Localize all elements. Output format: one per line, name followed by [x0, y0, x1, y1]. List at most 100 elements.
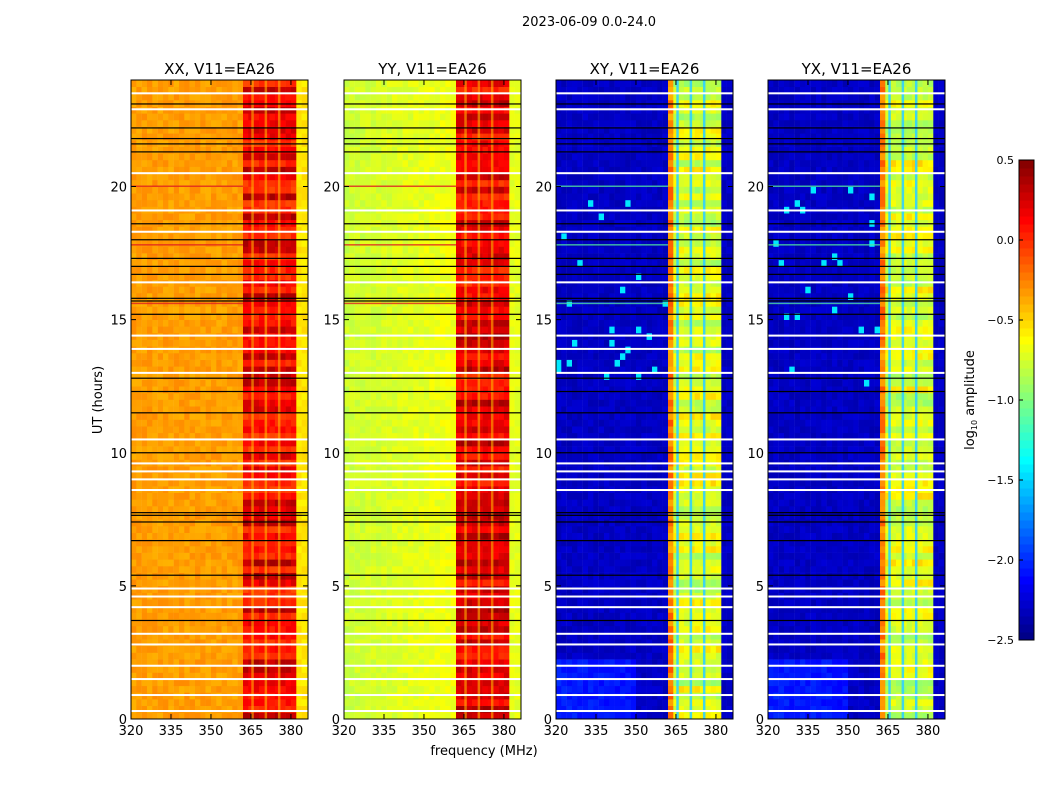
- heatmap-cell: [440, 612, 446, 620]
- heatmap-cell: [280, 685, 286, 693]
- heatmap-cell: [211, 146, 217, 154]
- heatmap-cell: [232, 86, 238, 94]
- heatmap-cell: [243, 339, 249, 347]
- heatmap-cell: [200, 532, 206, 540]
- heatmap-cell: [157, 159, 164, 167]
- heatmap-cell: [189, 565, 196, 573]
- heatmap-cell: [232, 193, 238, 201]
- heatmap-cell: [301, 386, 308, 394]
- heatmap-cell: [221, 632, 228, 640]
- heatmap-cell: [440, 712, 446, 720]
- heatmap-cell: [237, 233, 244, 241]
- heatmap-cell: [211, 233, 217, 241]
- heatmap-cell: [386, 452, 393, 460]
- heatmap-cell: [493, 605, 499, 613]
- heatmap-cell: [168, 153, 174, 161]
- heatmap-cell: [232, 419, 238, 427]
- heatmap-cell: [216, 526, 222, 533]
- heatmap-cell: [163, 239, 169, 247]
- heatmap-cell: [179, 412, 185, 420]
- heatmap-cell: [152, 579, 158, 587]
- heatmap-cell: [456, 579, 462, 587]
- heatmap-cell: [349, 559, 355, 567]
- heatmap-cell: [360, 612, 366, 620]
- heatmap-cell: [509, 705, 515, 713]
- heatmap-cell: [184, 572, 190, 580]
- heatmap-cell: [157, 246, 164, 254]
- heatmap-cell: [189, 273, 196, 280]
- heatmap-cell: [493, 452, 499, 460]
- heatmap-cell: [503, 432, 510, 440]
- heatmap-cell: [163, 579, 169, 587]
- heatmap-cell: [189, 233, 196, 241]
- heatmap-cell: [349, 412, 355, 420]
- heatmap-cell: [243, 179, 249, 187]
- heatmap-cell: [216, 159, 222, 167]
- flagged-row-line: [131, 230, 308, 233]
- heatmap-cell: [243, 652, 249, 660]
- heatmap-cell: [450, 472, 457, 480]
- heatmap-cell: [232, 173, 238, 181]
- heatmap-cell: [168, 672, 174, 680]
- heatmap-cell: [408, 419, 414, 427]
- heatmap-cell: [408, 639, 414, 647]
- heatmap-cell: [237, 412, 244, 420]
- heatmap-cell: [274, 286, 281, 294]
- heatmap-cell: [147, 266, 153, 274]
- heatmap-cell: [232, 439, 238, 447]
- heatmap-cell: [370, 499, 377, 507]
- heatmap-cell: [205, 193, 212, 201]
- heatmap-cell: [386, 472, 393, 480]
- heatmap-cell: [179, 432, 185, 440]
- heatmap-cell: [285, 426, 292, 434]
- heatmap-cell: [434, 432, 441, 440]
- heatmap-cell: [221, 273, 228, 280]
- heatmap-cell: [259, 572, 265, 580]
- heatmap-cell: [189, 446, 196, 454]
- heatmap-cell: [503, 466, 510, 474]
- heatmap-cell: [408, 545, 414, 553]
- heatmap-cell: [450, 685, 457, 693]
- heatmap-cell: [131, 639, 137, 647]
- heatmap-cell: [429, 565, 435, 573]
- heatmap-cell: [386, 599, 393, 607]
- heatmap-cell: [344, 652, 350, 660]
- heatmap-cell: [360, 572, 366, 580]
- heatmap-cell: [157, 359, 164, 367]
- heatmap-cell: [211, 239, 217, 247]
- heatmap-cell: [232, 665, 238, 673]
- heatmap-cell: [418, 639, 425, 647]
- heatmap-cell: [381, 565, 387, 573]
- heatmap-cell: [211, 479, 217, 487]
- heatmap-cell: [301, 466, 308, 474]
- heatmap-cell: [227, 699, 233, 706]
- heatmap-cell: [147, 113, 153, 121]
- heatmap-cell: [269, 246, 276, 254]
- heatmap-cell: [184, 386, 190, 394]
- heatmap-cell: [503, 446, 510, 454]
- flagged-row-line: [131, 239, 308, 241]
- heatmap-cell: [285, 93, 292, 101]
- heatmap-cell: [227, 93, 233, 101]
- heatmap-cell: [232, 659, 238, 667]
- heatmap-cell: [290, 506, 297, 513]
- heatmap-cell: [136, 419, 142, 427]
- heatmap-cell: [147, 119, 153, 127]
- heatmap-cell: [227, 186, 233, 194]
- heatmap-cell: [131, 619, 137, 627]
- heatmap-cell: [418, 565, 425, 573]
- heatmap-cell: [259, 166, 265, 174]
- heatmap-cell: [259, 432, 265, 440]
- heatmap-cell: [503, 419, 510, 427]
- heatmap-cell: [259, 519, 265, 527]
- heatmap-cell: [285, 632, 292, 640]
- heatmap-cell: [296, 559, 302, 567]
- heatmap-cell: [131, 499, 137, 507]
- heatmap-cell: [482, 552, 489, 560]
- heatmap-cell: [237, 266, 244, 274]
- heatmap-cell: [200, 652, 206, 660]
- heatmap-cell: [259, 512, 265, 520]
- heatmap-cell: [211, 399, 217, 407]
- heatmap-cell: [173, 313, 180, 320]
- heatmap-cell: [296, 352, 302, 360]
